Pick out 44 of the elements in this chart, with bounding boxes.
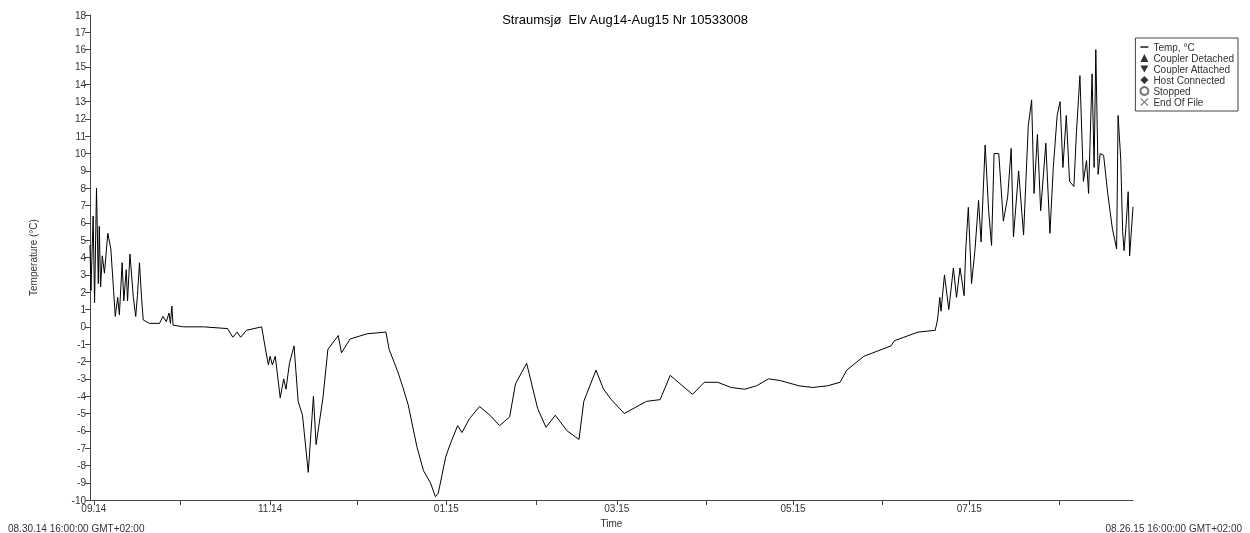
y-tick-label: -8 — [77, 459, 87, 471]
y-axis-title: Temperature (°C) — [27, 219, 39, 296]
y-tick-label: 8 — [80, 182, 87, 194]
y-tick-label: 7 — [80, 200, 87, 212]
y-tick-label: 1 — [80, 304, 87, 316]
y-tick-label: -4 — [77, 390, 87, 402]
x-tick-label: 11.14 — [257, 502, 283, 514]
legend-label: Stopped — [1153, 85, 1191, 97]
y-tick-label: -1 — [77, 338, 87, 350]
y-tick-label: 12 — [74, 113, 87, 125]
y-tick-label: 15 — [74, 61, 87, 73]
x-axis-title: Time — [600, 517, 623, 529]
y-tick-label: -9 — [77, 477, 87, 489]
y-tick-label: -6 — [77, 425, 87, 437]
legend-label: Coupler Detached — [1153, 52, 1234, 64]
legend-label: End Of File — [1153, 96, 1204, 108]
y-tick-label: 13 — [74, 96, 87, 108]
legend-label: Temp, °C — [1153, 41, 1195, 53]
y-tick-label: 16 — [74, 44, 87, 56]
legend-label: Coupler Attached — [1153, 63, 1231, 75]
y-tick-label: -3 — [77, 373, 87, 385]
y-tick-label: 5 — [80, 234, 87, 246]
y-tick-label: 17 — [74, 26, 87, 38]
y-tick-label: 11 — [75, 130, 87, 142]
y-tick-label: -5 — [77, 407, 87, 419]
y-tick-label: 14 — [74, 78, 87, 90]
x-tick-label: 05.15 — [780, 502, 806, 514]
y-tick-label: 9 — [80, 165, 87, 177]
text: 08.30.14 16:00:00 GMT+02:00 — [8, 522, 145, 533]
y-tick-label: 10 — [74, 148, 87, 160]
x-tick-label: 03.15 — [604, 502, 630, 514]
x-tick-label: 07.15 — [956, 502, 983, 514]
y-tick-label: 3 — [80, 269, 87, 281]
y-tick-label: 2 — [80, 286, 87, 298]
y-tick-label: 6 — [80, 217, 87, 229]
text: 08.26.15 16:00:00 GMT+02:00 — [1105, 522, 1243, 533]
legend-label: Host Connected — [1153, 74, 1226, 86]
chart-title: Straumsjø Elv Aug14-Aug15 Nr 10533008 — [502, 12, 748, 27]
y-tick-label: 4 — [80, 252, 87, 264]
y-tick-label: 0 — [80, 321, 87, 333]
y-tick-label: -7 — [77, 442, 87, 454]
y-tick-label: -2 — [77, 356, 87, 367]
x-tick-label: 01.15 — [433, 502, 460, 514]
y-tick-label: 18 — [74, 9, 87, 21]
